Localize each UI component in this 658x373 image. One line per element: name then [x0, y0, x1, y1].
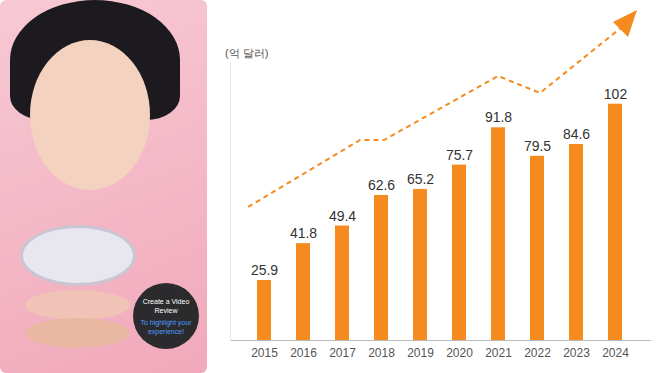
- svg-text:49.4: 49.4: [329, 208, 356, 224]
- svg-text:2021: 2021: [485, 346, 512, 360]
- html-text:Create a Video Review: Create a Video Review: [142, 297, 190, 314]
- svg-text:65.2: 65.2: [407, 171, 434, 187]
- svg-text:84.6: 84.6: [563, 126, 590, 142]
- svg-text:79.5: 79.5: [524, 138, 551, 154]
- svg-text:2020: 2020: [446, 346, 473, 360]
- svg-text:2019: 2019: [407, 346, 434, 360]
- html-text:To highlight your experience!: To highlight your experience!: [140, 318, 192, 335]
- svg-text:2023: 2023: [563, 346, 590, 360]
- svg-text:2016: 2016: [290, 346, 317, 360]
- svg-text:102: 102: [604, 86, 628, 102]
- svg-text:2022: 2022: [524, 346, 551, 360]
- svg-text:2018: 2018: [368, 346, 395, 360]
- svg-text:2015: 2015: [251, 346, 278, 360]
- svg-text:2017: 2017: [329, 346, 356, 360]
- svg-text:2024: 2024: [602, 346, 629, 360]
- svg-text:75.7: 75.7: [446, 147, 473, 163]
- svg-text:41.8: 41.8: [290, 225, 317, 241]
- svg-text:91.8: 91.8: [485, 109, 512, 125]
- svg-text:62.6: 62.6: [368, 177, 395, 193]
- html-text:(억 달러): (억 달러): [225, 47, 269, 59]
- svg-text:25.9: 25.9: [251, 262, 278, 278]
